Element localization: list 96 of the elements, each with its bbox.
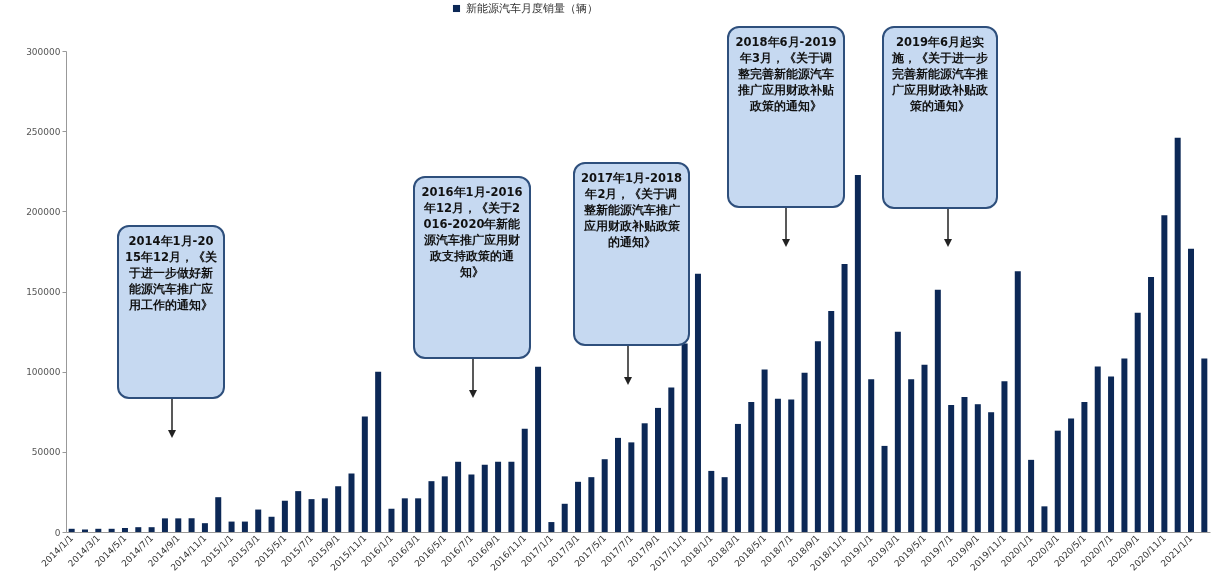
bar: [335, 486, 342, 532]
bar: [481, 464, 488, 532]
bar: [215, 497, 222, 532]
bar: [561, 503, 568, 532]
bar: [401, 498, 408, 532]
bar: [415, 498, 422, 532]
y-tick-label: 150000: [26, 287, 61, 297]
y-tick-label: 300000: [26, 46, 61, 57]
bar: [521, 428, 528, 532]
bar: [988, 412, 995, 532]
bar: [854, 175, 861, 532]
bar: [1188, 248, 1195, 532]
bar: [934, 289, 941, 532]
bar: [828, 310, 835, 532]
bar: [1001, 381, 1008, 532]
bar: [681, 343, 688, 532]
callout-box: 2016年1月-2016年12月，《关于2016-2020年新能源汽车推广应用财政支持政策的通知》: [413, 176, 531, 359]
bar: [495, 461, 502, 532]
bar: [1041, 506, 1048, 532]
bar: [548, 522, 555, 532]
bar: [801, 372, 808, 532]
bar: [308, 499, 315, 532]
callout-box: 2017年1月-2018年2月，《关于调整新能源汽车推广应用财政补贴政策的通知》: [573, 162, 690, 346]
legend-label: 新能源汽车月度销量（辆）: [466, 1, 598, 15]
bar: [841, 264, 848, 532]
bar: [1148, 276, 1155, 532]
bar: [774, 398, 781, 532]
bar: [908, 379, 915, 532]
bar: [575, 481, 582, 532]
callout-box: 2014年1月-2015年12月，《关于进一步做好新能源汽车推广应用工作的通知》: [117, 225, 225, 399]
bar: [441, 476, 448, 532]
bar: [694, 273, 701, 532]
bar: [788, 399, 795, 532]
bar: [255, 509, 262, 532]
bar: [1054, 430, 1061, 532]
bar: [1161, 215, 1168, 532]
bar: [601, 459, 608, 532]
bar: [295, 491, 302, 532]
bar: [615, 437, 622, 532]
callout-box: 2018年6月-2019年3月，《关于调整完善新能源汽车推广应用财政补贴政策的通知》: [727, 26, 845, 208]
bar: [1028, 459, 1035, 532]
bar: [734, 423, 741, 532]
bar: [641, 423, 648, 532]
bar: [948, 405, 955, 532]
bar: [268, 516, 275, 532]
bar: [761, 369, 768, 532]
bar: [868, 379, 875, 532]
bar: [388, 508, 395, 532]
bar: [175, 518, 182, 532]
bar: [1134, 312, 1141, 532]
bar: [68, 528, 75, 532]
callout-box: 2019年6月起实施，《关于进一步完善新能源汽车推广应用财政补贴政策的通知》: [882, 26, 998, 209]
y-tick-label: 50000: [31, 447, 61, 458]
bar: [974, 404, 981, 532]
y-tick-label: 250000: [26, 126, 61, 137]
bar: [668, 387, 675, 532]
bar: [188, 518, 195, 532]
bar: [121, 527, 128, 532]
bar: [95, 528, 102, 532]
bar: [881, 445, 888, 532]
bar: [588, 477, 595, 532]
bar: [201, 523, 208, 532]
y-tick-label: 100000: [26, 367, 61, 378]
bar: [1014, 271, 1021, 532]
bar: [535, 366, 542, 532]
bar: [961, 397, 968, 532]
bar: [375, 371, 382, 532]
bar: [1121, 358, 1128, 532]
bar: [455, 461, 462, 532]
bar: [428, 481, 435, 532]
bar: [468, 474, 475, 532]
y-tick-label: 200000: [26, 206, 61, 217]
y-tick-label: 0: [54, 527, 61, 538]
bar: [748, 401, 755, 532]
bar: [361, 416, 368, 532]
bar: [1108, 376, 1115, 532]
bar: [241, 521, 248, 532]
bar: [281, 500, 288, 532]
bar: [108, 528, 115, 532]
bar: [1081, 401, 1088, 532]
bar: [721, 477, 728, 532]
bar: [894, 331, 901, 532]
bar: [708, 470, 715, 532]
bar: [135, 527, 142, 532]
bar: [148, 527, 155, 532]
bar: [1201, 358, 1208, 532]
bar: [1068, 418, 1075, 532]
bar: [1094, 366, 1101, 532]
bar: [321, 498, 328, 532]
bar: [814, 341, 821, 532]
bar: [1174, 137, 1181, 532]
bar: [161, 518, 168, 532]
bar: [228, 521, 235, 532]
bar: [508, 461, 515, 532]
bar: [654, 407, 661, 532]
bar: [628, 442, 635, 532]
